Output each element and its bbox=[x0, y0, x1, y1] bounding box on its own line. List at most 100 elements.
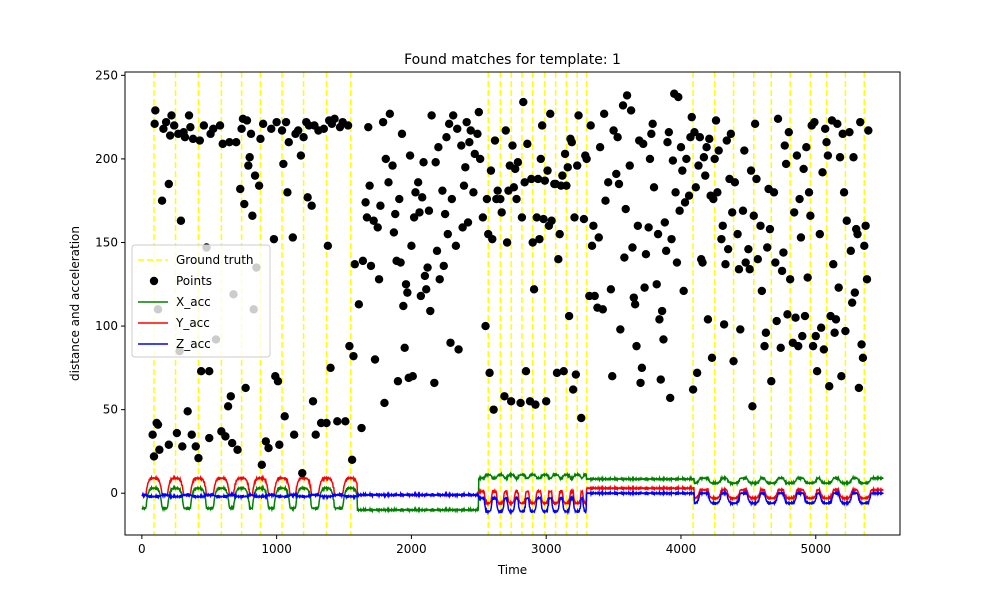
data-point-365 bbox=[745, 265, 754, 274]
data-point-97 bbox=[319, 124, 329, 134]
data-point-78 bbox=[281, 117, 291, 127]
data-point-10 bbox=[161, 117, 171, 127]
data-point-316 bbox=[672, 258, 682, 267]
data-point-412 bbox=[816, 323, 826, 332]
data-point-188 bbox=[474, 107, 484, 117]
data-point-151 bbox=[416, 291, 426, 301]
data-point-218 bbox=[521, 366, 531, 376]
data-point-334 bbox=[698, 258, 707, 267]
data-point-322 bbox=[680, 198, 690, 207]
data-point-415 bbox=[820, 124, 830, 134]
data-point-37 bbox=[209, 124, 218, 134]
data-point-24 bbox=[184, 111, 194, 120]
data-point-364 bbox=[744, 244, 753, 254]
data-point-300 bbox=[649, 183, 659, 192]
data-point-155 bbox=[422, 285, 431, 294]
data-point-367 bbox=[748, 402, 757, 411]
data-point-74 bbox=[275, 440, 284, 449]
data-point-26 bbox=[187, 430, 196, 439]
data-point-414 bbox=[819, 345, 829, 354]
data-point-49 bbox=[233, 445, 242, 454]
data-point-59 bbox=[248, 211, 257, 220]
data-point-57 bbox=[245, 153, 254, 162]
data-point-0 bbox=[148, 430, 157, 439]
data-point-292 bbox=[637, 363, 647, 373]
data-point-73 bbox=[273, 377, 283, 386]
data-point-135 bbox=[393, 377, 403, 386]
data-point-247 bbox=[563, 163, 572, 172]
data-point-201 bbox=[496, 194, 505, 204]
data-point-446 bbox=[864, 126, 873, 135]
data-point-251 bbox=[568, 385, 578, 394]
data-point-116 bbox=[361, 198, 370, 207]
data-point-112 bbox=[350, 260, 360, 269]
data-point-395 bbox=[792, 151, 802, 160]
data-point-349 bbox=[719, 320, 729, 329]
data-point-294 bbox=[640, 283, 649, 292]
data-point-217 bbox=[520, 178, 529, 187]
data-point-231 bbox=[540, 176, 550, 185]
data-point-411 bbox=[815, 229, 825, 239]
data-point-165 bbox=[438, 186, 447, 195]
data-point-101 bbox=[326, 363, 335, 373]
data-point-192 bbox=[482, 194, 492, 204]
data-point-129 bbox=[384, 178, 393, 187]
data-point-77 bbox=[280, 412, 289, 421]
data-point-354 bbox=[726, 129, 736, 139]
data-point-109 bbox=[345, 341, 354, 351]
data-point-132 bbox=[389, 228, 399, 237]
data-point-256 bbox=[577, 413, 586, 423]
data-point-113 bbox=[354, 300, 364, 309]
data-point-402 bbox=[802, 143, 811, 152]
data-point-343 bbox=[710, 154, 719, 164]
data-point-438 bbox=[853, 229, 862, 239]
data-point-335 bbox=[699, 153, 709, 162]
data-point-357 bbox=[730, 178, 740, 187]
data-point-401 bbox=[800, 311, 810, 321]
data-point-239 bbox=[552, 368, 562, 378]
data-point-1 bbox=[149, 452, 159, 461]
data-point-381 bbox=[771, 258, 780, 267]
data-point-128 bbox=[381, 154, 391, 164]
y-axis-label: distance and acceleration bbox=[68, 226, 82, 381]
data-point-146 bbox=[408, 372, 417, 381]
data-point-236 bbox=[547, 216, 556, 225]
data-point-148 bbox=[411, 188, 420, 197]
data-point-432 bbox=[845, 127, 854, 137]
data-point-13 bbox=[165, 131, 175, 140]
data-point-345 bbox=[713, 188, 722, 197]
data-point-168 bbox=[442, 132, 451, 142]
data-point-373 bbox=[757, 286, 767, 296]
data-point-398 bbox=[796, 233, 806, 242]
data-point-212 bbox=[512, 194, 521, 204]
data-point-375 bbox=[761, 328, 771, 337]
data-point-198 bbox=[490, 136, 500, 145]
data-point-346 bbox=[714, 146, 723, 155]
data-point-307 bbox=[660, 218, 670, 227]
y-tick-label-1: 50 bbox=[103, 403, 118, 417]
data-point-79 bbox=[283, 188, 292, 197]
data-point-87 bbox=[299, 132, 308, 142]
data-point-180 bbox=[461, 163, 470, 172]
data-point-444 bbox=[861, 221, 870, 230]
y-tick-label-3: 150 bbox=[95, 235, 118, 249]
data-point-138 bbox=[397, 129, 407, 139]
data-point-296 bbox=[644, 223, 653, 232]
data-point-283 bbox=[625, 161, 634, 170]
data-point-126 bbox=[378, 117, 388, 127]
data-point-122 bbox=[370, 355, 380, 364]
data-point-44 bbox=[225, 138, 234, 147]
data-point-65 bbox=[257, 460, 267, 469]
data-point-16 bbox=[172, 428, 182, 438]
legend-label-3: Y_acc bbox=[175, 316, 210, 330]
data-point-347 bbox=[717, 234, 726, 244]
data-point-443 bbox=[860, 241, 869, 251]
data-point-400 bbox=[799, 164, 808, 174]
data-point-241 bbox=[555, 229, 564, 239]
data-point-397 bbox=[795, 194, 804, 204]
data-point-324 bbox=[684, 191, 694, 200]
data-point-226 bbox=[533, 174, 543, 184]
data-point-302 bbox=[653, 229, 663, 239]
data-point-196 bbox=[488, 234, 497, 244]
data-point-321 bbox=[679, 286, 688, 296]
